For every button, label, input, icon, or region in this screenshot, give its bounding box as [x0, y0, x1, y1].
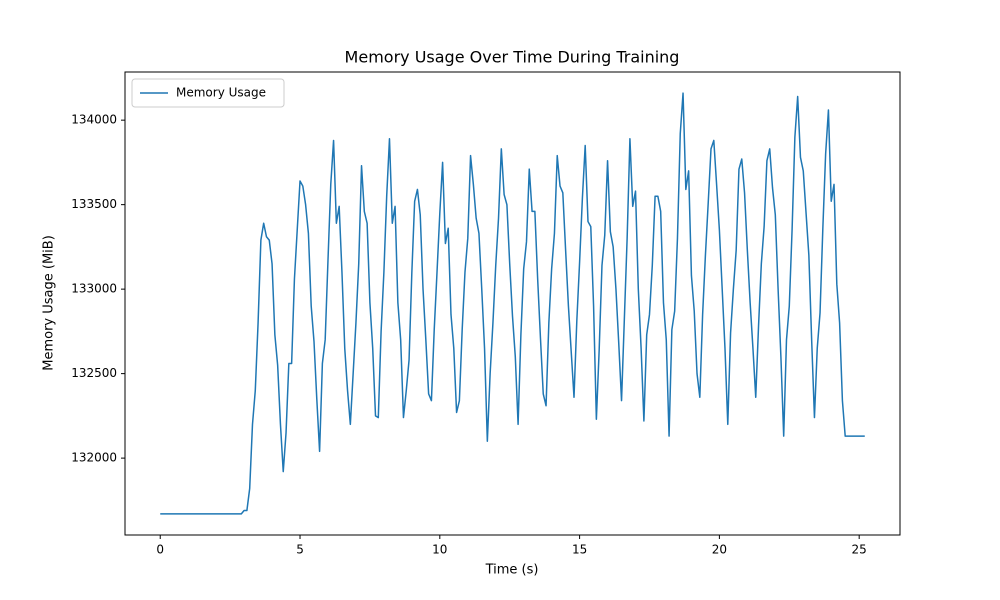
- y-axis-label: Memory Usage (MiB): [42, 235, 57, 371]
- y-tick-label: 132500: [71, 366, 117, 380]
- x-tick-label: 20: [712, 543, 727, 557]
- y-tick-label: 133500: [71, 197, 117, 211]
- x-tick-label: 10: [432, 543, 447, 557]
- plot-frame: [124, 71, 901, 536]
- y-tick-label: 134000: [71, 113, 117, 127]
- x-tick-label: 25: [852, 543, 867, 557]
- x-tick-label: 0: [156, 543, 164, 557]
- x-tick-label: 5: [296, 543, 304, 557]
- legend-label: Memory Usage: [176, 86, 266, 100]
- legend-box: [131, 78, 285, 108]
- chart-title: Memory Usage Over Time During Training: [345, 48, 680, 67]
- y-tick-label: 133000: [71, 282, 117, 296]
- x-axis-label: Time (s): [485, 563, 539, 578]
- y-tick-label: 132000: [71, 451, 117, 465]
- x-tick-label: 15: [572, 543, 587, 557]
- data-line: [160, 92, 865, 515]
